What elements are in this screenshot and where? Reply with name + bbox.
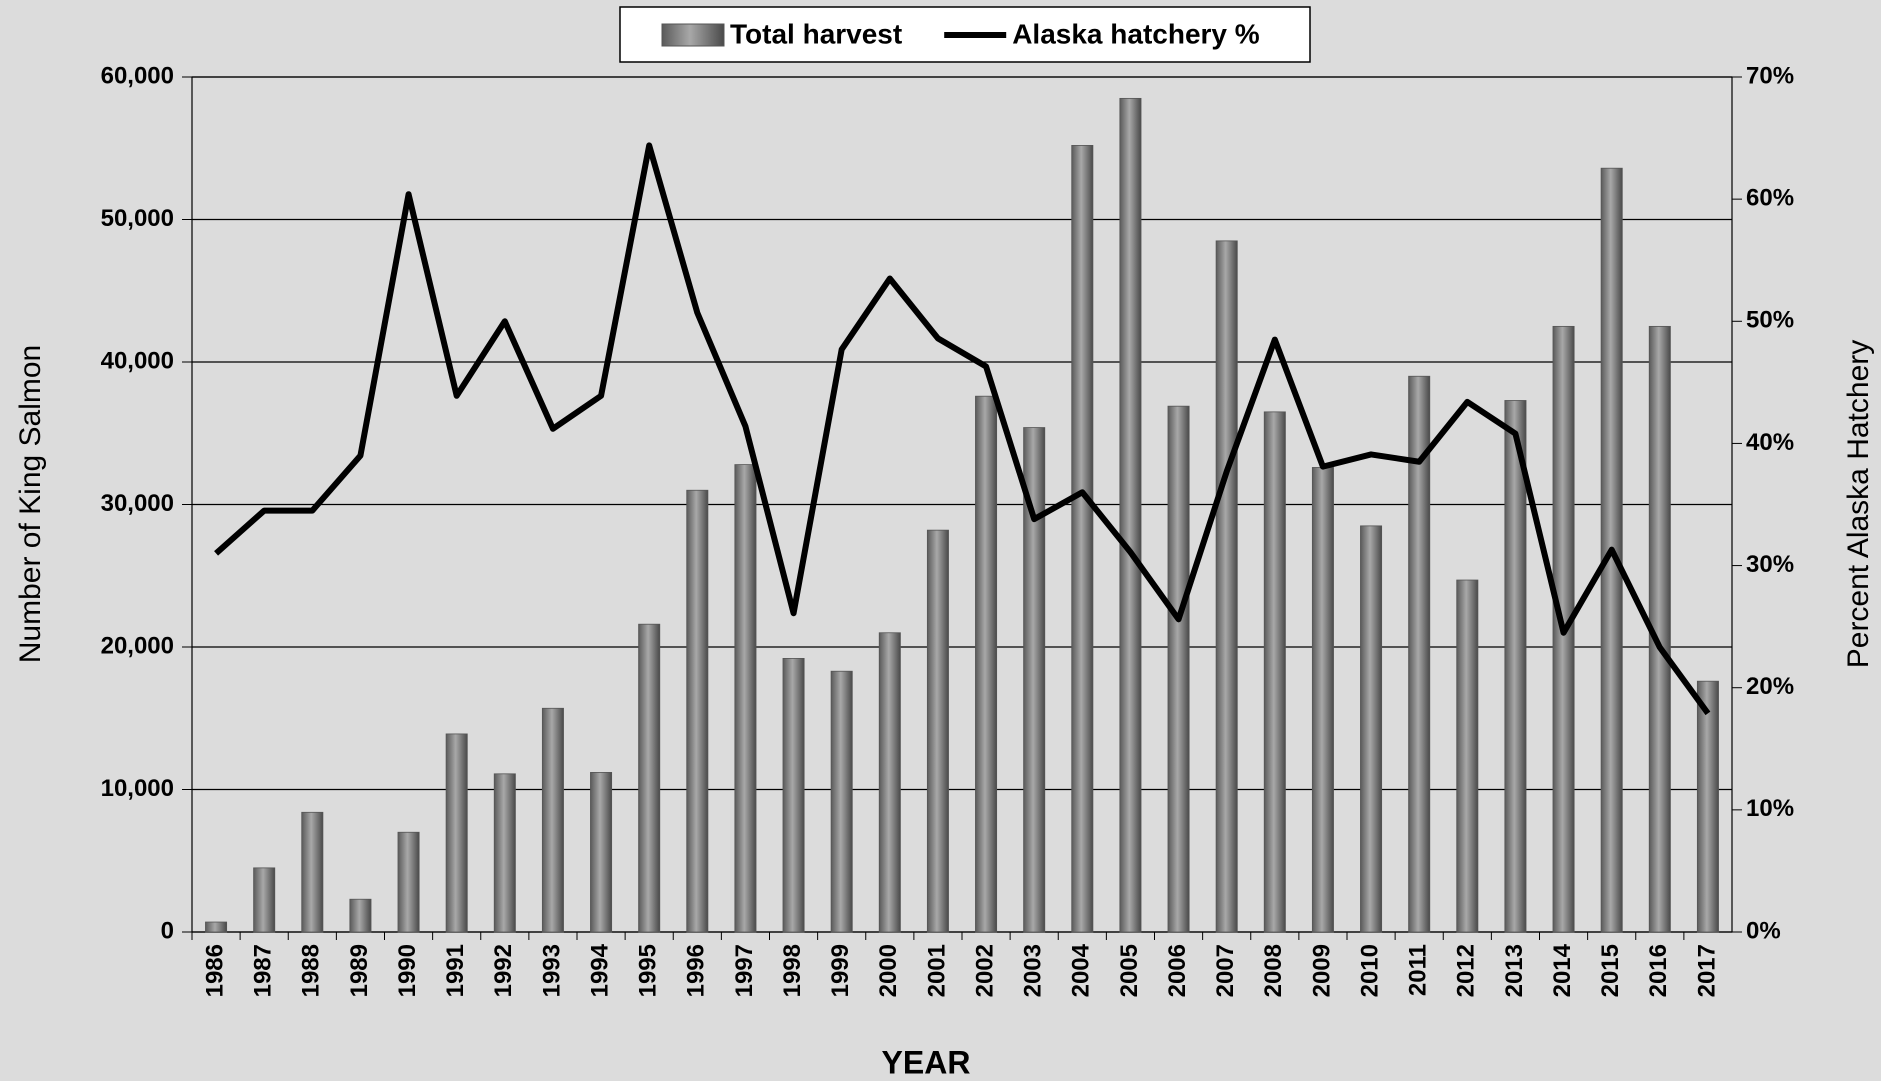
bar — [1408, 375, 1431, 933]
bar — [349, 898, 372, 933]
y2-tick-label: 50% — [1746, 307, 1794, 334]
x-tick-label: 2002 — [971, 944, 998, 997]
x-tick-label: 2008 — [1260, 944, 1287, 997]
y-tick-label: 50,000 — [101, 205, 174, 232]
y-tick-label: 10,000 — [101, 775, 174, 802]
bar — [686, 489, 709, 933]
y2-tick-label: 40% — [1746, 429, 1794, 456]
bar — [782, 658, 805, 933]
x-tick-label: 2000 — [875, 944, 902, 997]
x-tick-label: 1992 — [490, 944, 517, 997]
x-tick-label: 1994 — [586, 943, 613, 997]
x-tick-label: 2001 — [923, 944, 950, 997]
y2-tick-label: 10% — [1746, 795, 1794, 822]
bar — [1360, 525, 1383, 933]
y-tick-label: 60,000 — [101, 62, 174, 89]
line — [214, 142, 1711, 716]
x-tick-label: 1995 — [635, 944, 662, 997]
x-tick-label: 1996 — [683, 944, 710, 997]
x-tick-label: 2011 — [1405, 944, 1432, 996]
x-tick-label: 2007 — [1212, 944, 1239, 997]
x-tick-label: 2004 — [1068, 943, 1095, 997]
x-tick-label: 2003 — [1020, 944, 1047, 997]
legend-swatch — [661, 23, 725, 47]
x-tick-label: 1998 — [779, 944, 806, 997]
y-axis-title: Number of King Salmon — [14, 345, 47, 664]
x-tick-label: 1997 — [731, 944, 758, 997]
x-tick-label: 2016 — [1645, 944, 1672, 997]
x-tick-label: 2012 — [1453, 944, 1480, 997]
x-tick-label: 2015 — [1597, 944, 1624, 997]
x-tick-label: 1990 — [394, 944, 421, 997]
x-tick-label: 1988 — [298, 944, 325, 997]
y-tick-label: 20,000 — [101, 632, 174, 659]
x-tick-label: 2006 — [1164, 944, 1191, 997]
bar — [926, 529, 949, 933]
bar — [493, 773, 516, 933]
x-tick-label: 2009 — [1308, 944, 1335, 997]
legend-label: Total harvest — [730, 18, 902, 49]
bar — [1311, 467, 1334, 933]
bar — [1504, 400, 1527, 933]
y-tick-label: 40,000 — [101, 347, 174, 374]
x-tick-label: 1989 — [346, 944, 373, 997]
x-tick-label: 2010 — [1356, 944, 1383, 997]
y2-tick-label: 70% — [1746, 62, 1794, 89]
y-tick-label: 0 — [161, 917, 174, 944]
x-tick-label: 1993 — [538, 944, 565, 997]
bar — [1215, 240, 1238, 933]
bar — [445, 733, 468, 933]
x-axis-title: YEAR — [882, 1044, 971, 1080]
y-tick-label: 30,000 — [101, 490, 174, 517]
legend-label: Alaska hatchery % — [1012, 18, 1260, 49]
bar — [1167, 405, 1190, 933]
x-tick-label: 2013 — [1501, 944, 1528, 997]
x-tick-label: 1991 — [442, 944, 469, 997]
bar — [205, 921, 228, 933]
bar — [397, 831, 420, 933]
bar — [541, 707, 564, 933]
y2-axis-title: Percent Alaska Hatchery — [1842, 340, 1875, 669]
bar — [590, 772, 613, 933]
bar — [878, 632, 901, 933]
x-tick-label: 2017 — [1693, 944, 1720, 997]
bar — [1263, 411, 1286, 933]
y2-tick-label: 20% — [1746, 673, 1794, 700]
x-tick-label: 1986 — [201, 944, 228, 997]
bar — [253, 867, 276, 933]
bar — [301, 811, 324, 933]
bar — [975, 395, 998, 933]
x-tick-label: 2005 — [1116, 944, 1143, 997]
bar — [1023, 427, 1046, 933]
y2-tick-label: 60% — [1746, 184, 1794, 211]
bar — [1456, 579, 1479, 933]
bar — [830, 670, 853, 933]
x-tick-label: 2014 — [1549, 943, 1576, 997]
bar — [638, 623, 661, 933]
bar — [1071, 144, 1094, 933]
y2-tick-label: 0% — [1746, 917, 1781, 944]
bar — [734, 464, 757, 933]
y2-tick-label: 30% — [1746, 551, 1794, 578]
x-tick-label: 1987 — [250, 944, 277, 997]
x-tick-label: 1999 — [827, 944, 854, 997]
bar — [1696, 680, 1719, 933]
bar — [1119, 97, 1142, 933]
